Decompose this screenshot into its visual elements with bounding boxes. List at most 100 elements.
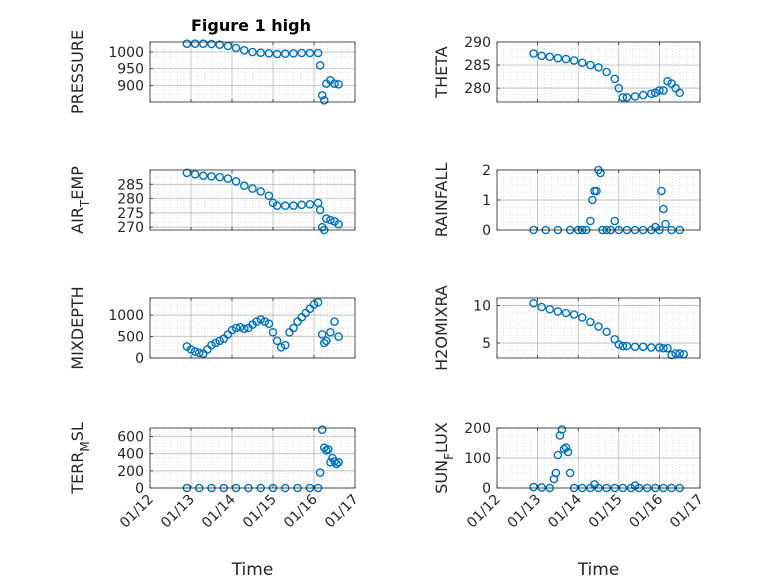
x-tick-label: 01/12 [117, 492, 157, 532]
data-point [602, 67, 611, 77]
y-tick-label: 290 [464, 35, 491, 51]
data-point [646, 343, 656, 352]
data-point [638, 342, 648, 352]
data-point [610, 216, 620, 226]
data-point [614, 83, 624, 93]
data-point [655, 343, 664, 352]
x-tick-label: 01/14 [199, 491, 239, 531]
data-point [248, 184, 257, 193]
data-point [663, 343, 672, 353]
x-tick-label: 01/16 [281, 491, 321, 531]
x-tick-label: 01/15 [240, 492, 280, 532]
data-point [569, 310, 579, 319]
data-point [618, 93, 628, 102]
data-point [537, 302, 546, 312]
data-point [305, 48, 315, 58]
y-tick-label: 200 [464, 421, 491, 437]
data-point [659, 204, 668, 214]
data-point [268, 327, 278, 337]
data-point [289, 323, 298, 333]
data-point [223, 174, 233, 183]
y-tick-label: 280 [464, 81, 491, 97]
data-point [334, 219, 343, 229]
data-point [239, 324, 249, 334]
y-tick-label: 2 [482, 163, 491, 179]
y-tick-label: 275 [117, 206, 144, 222]
axes-frame [149, 297, 356, 359]
data-point [334, 80, 343, 89]
y-tick-label: 0 [482, 223, 491, 239]
x-tick-label: 01/14 [545, 491, 585, 531]
data-point [667, 350, 676, 360]
data-point [211, 338, 220, 348]
data-point [618, 341, 628, 351]
data-point [248, 47, 257, 57]
data-point [190, 169, 200, 179]
y-tick-label: 950 [117, 62, 144, 78]
axes-frame [149, 169, 356, 231]
y-tick-label: 900 [117, 78, 144, 94]
x-tick-label: 01/12 [464, 492, 504, 532]
data-point [334, 332, 343, 341]
data-point [264, 319, 274, 329]
data-point [334, 457, 343, 467]
data-point [215, 40, 224, 49]
x-axis-label: Time [577, 560, 620, 580]
data-point [324, 445, 333, 454]
data-point [557, 425, 567, 434]
data-point [280, 340, 290, 350]
data-point [315, 468, 325, 477]
data-point [260, 317, 270, 326]
x-tick-label: 01/17 [667, 492, 707, 532]
y-axis-label: RAINFALL [432, 163, 451, 238]
data-point [305, 199, 315, 209]
data-point [588, 195, 597, 205]
data-point [586, 60, 595, 70]
data-point [551, 468, 561, 478]
data-point [235, 322, 245, 332]
data-point [319, 338, 329, 348]
data-point [630, 342, 640, 352]
data-point [622, 93, 632, 102]
subplot-2: 280 285 290 THETA [432, 35, 701, 103]
data-point [317, 91, 327, 100]
data-point [561, 308, 571, 318]
figure-title: Figure 1 high [191, 16, 311, 35]
y-tick-label: 5 [482, 336, 491, 352]
axes-frame [496, 297, 701, 359]
subplot-4: 0 1 2 RAINFALL [432, 163, 701, 239]
data-point [319, 443, 329, 453]
data-point [586, 216, 595, 226]
data-point [622, 341, 632, 351]
axes-frame [149, 41, 356, 103]
y-tick-label: 270 [117, 220, 144, 236]
data-point [330, 79, 339, 88]
data-point [553, 53, 563, 63]
data-point [272, 49, 282, 59]
data-point [280, 49, 290, 58]
data-point [239, 181, 249, 191]
data-point [326, 327, 335, 337]
y-tick-label: 280 [117, 192, 144, 208]
data-point [610, 334, 620, 344]
data-point [264, 191, 274, 201]
data-point [326, 215, 335, 225]
y-axis-label: AIRTEMP [68, 166, 92, 234]
data-point [207, 171, 216, 181]
y-tick-label: 600 [117, 430, 144, 446]
data-point [537, 483, 546, 492]
y-tick-label: 10 [473, 299, 491, 315]
data-point [655, 86, 664, 95]
data-point [553, 450, 563, 460]
y-tick-label: 0 [135, 351, 144, 367]
data-point [280, 201, 290, 211]
subplot-6: 5 10 H2OMIXRA [432, 285, 701, 371]
data-point [545, 304, 555, 314]
y-tick-label: 100 [464, 451, 491, 467]
data-point [215, 172, 224, 182]
y-axis-label: H2OMIXRA [432, 285, 451, 371]
data-point [659, 343, 668, 353]
data-point [537, 51, 546, 61]
